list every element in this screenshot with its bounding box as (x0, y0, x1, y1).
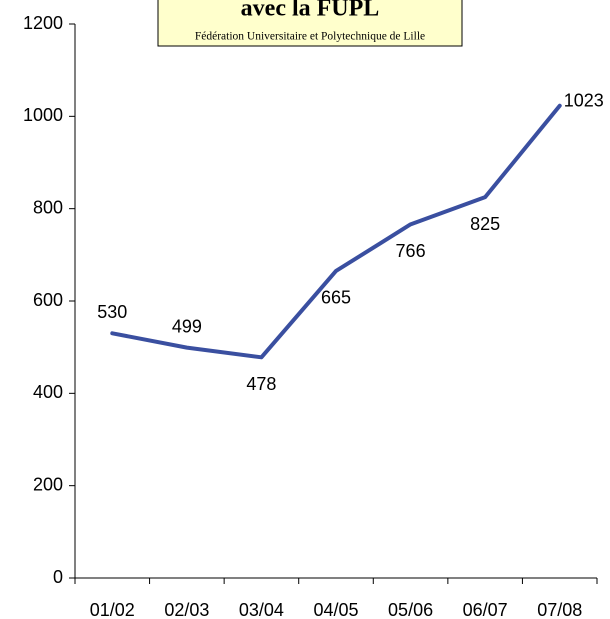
y-tick-label: 200 (33, 474, 63, 494)
y-tick-label: 600 (33, 290, 63, 310)
data-label: 499 (172, 316, 202, 336)
data-label: 665 (321, 288, 351, 308)
chart-subtitle: Fédération Universitaire et Polytechniqu… (195, 31, 425, 43)
x-tick-label: 03/04 (239, 600, 284, 619)
data-label: 766 (396, 241, 426, 261)
chart-title: avec la FUPL (241, 0, 380, 22)
y-tick-label: 400 (33, 382, 63, 402)
x-tick-label: 05/06 (388, 600, 433, 619)
x-tick-label: 06/07 (463, 600, 508, 619)
y-tick-label: 1000 (23, 105, 63, 125)
title-box (157, 0, 463, 47)
x-tick-label: 04/05 (313, 600, 358, 619)
data-line (110, 103, 562, 360)
data-label: 530 (97, 302, 127, 322)
y-tick-label: 0 (53, 567, 63, 587)
y-tick-label: 1200 (23, 13, 63, 33)
x-tick-label: 07/08 (537, 600, 582, 619)
x-tick-label: 02/03 (164, 600, 209, 619)
x-tick-label: 01/02 (90, 600, 135, 619)
data-label: 825 (470, 214, 500, 234)
data-label: 1023 (564, 90, 604, 110)
y-tick-label: 800 (33, 197, 63, 217)
data-label: 478 (246, 374, 276, 394)
